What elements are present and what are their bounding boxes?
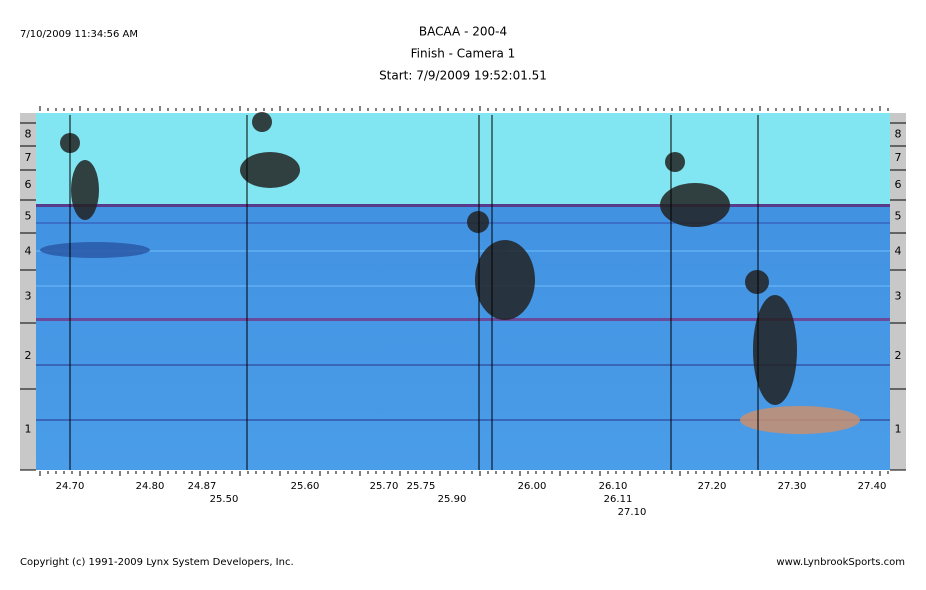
lane-label: 7: [25, 151, 32, 164]
lane-label: 6: [895, 178, 902, 191]
lane-label: 6: [25, 178, 32, 191]
lane-label: 2: [25, 349, 32, 362]
lane-label: 2: [895, 349, 902, 362]
ruler: [39, 106, 889, 476]
time-label: 24.70: [56, 481, 85, 492]
website: www.LynbrookSports.com: [776, 557, 905, 568]
lane-label: 5: [895, 210, 902, 223]
lane-label: 8: [25, 128, 32, 141]
lane-labels: 8 8 7 7 6 6 5 5 4 4 3 3 2 2 1 1: [20, 122, 906, 471]
time-labels: 24.70 24.80 24.87 25.60 25.70 25.75 26.00 26.10…: [56, 481, 887, 518]
lane-label: 4: [895, 245, 902, 258]
time-label: 24.87: [188, 481, 217, 492]
camera: Finish - Camera 1: [411, 47, 516, 61]
time-label: 26.00: [518, 481, 547, 492]
lane-label: 1: [895, 423, 902, 436]
time-label: 27.30: [778, 481, 807, 492]
time-label: 25.75: [407, 481, 436, 492]
lane-label: 7: [895, 151, 902, 164]
time-label: 26.11: [604, 494, 633, 505]
time-label: 27.40: [858, 481, 887, 492]
lane-label: 5: [25, 210, 32, 223]
lane-label: 4: [25, 245, 32, 258]
time-label: 24.80: [136, 481, 165, 492]
start-time: Start: 7/9/2009 19:52:01.51: [379, 69, 547, 83]
lane-label: 1: [25, 423, 32, 436]
timestamp: 7/10/2009 11:34:56 AM: [20, 29, 138, 40]
time-label: 25.60: [291, 481, 320, 492]
lane-label: 3: [25, 290, 32, 303]
title: BACAA - 200-4: [419, 25, 507, 39]
lane-strip-right: [890, 113, 906, 470]
image: [36, 112, 890, 470]
copyright: Copyright (c) 1991-2009 Lynx System Deve…: [20, 557, 294, 568]
time-label: 27.20: [698, 481, 727, 492]
lane-label: 3: [895, 290, 902, 303]
lane-label: 8: [895, 128, 902, 141]
time-label: 26.10: [599, 481, 628, 492]
time-label: 25.70: [370, 481, 399, 492]
time-label: 25.90: [438, 494, 467, 505]
time-label: 25.50: [210, 494, 239, 505]
lane-strip-left: [20, 113, 36, 470]
time-label: 27.10: [618, 507, 647, 518]
